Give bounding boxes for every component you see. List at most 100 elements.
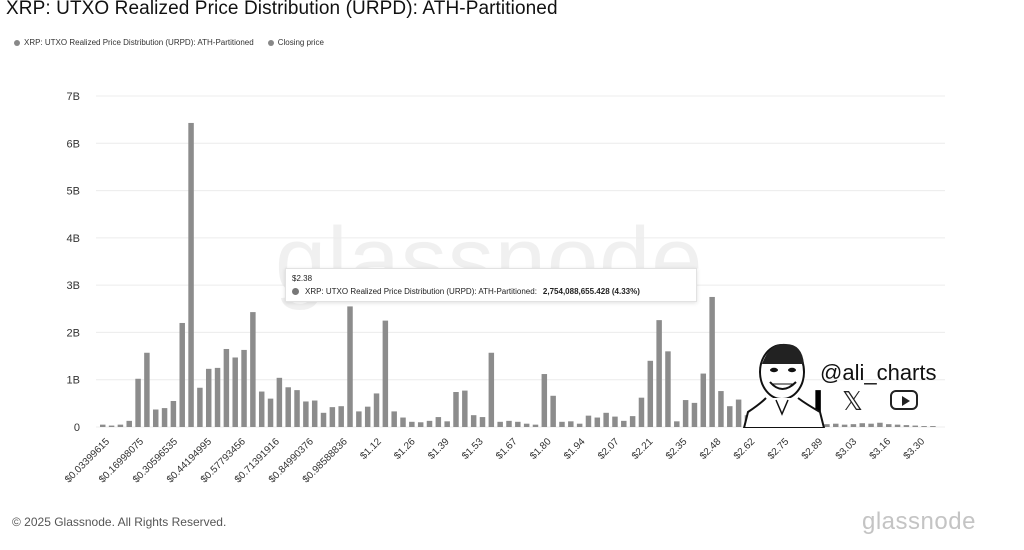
- bar[interactable]: [444, 421, 450, 427]
- bar[interactable]: [250, 312, 256, 427]
- bar[interactable]: [612, 416, 618, 427]
- bar[interactable]: [638, 397, 645, 427]
- bar[interactable]: [347, 306, 353, 427]
- bar[interactable]: [912, 425, 918, 427]
- bar[interactable]: [152, 409, 159, 428]
- x-tick-label: $2.35: [664, 436, 690, 462]
- bar[interactable]: [294, 390, 300, 427]
- bar[interactable]: [541, 374, 548, 427]
- x-tick-label: $1.12: [358, 436, 384, 462]
- bar[interactable]: [100, 424, 106, 427]
- bar[interactable]: [214, 367, 221, 427]
- bar[interactable]: [364, 406, 371, 427]
- bar[interactable]: [850, 424, 857, 427]
- bar[interactable]: [126, 420, 132, 427]
- bar[interactable]: [258, 391, 265, 427]
- bar[interactable]: [841, 424, 848, 427]
- bar[interactable]: [435, 417, 442, 427]
- x-tick-label: $1.67: [494, 436, 520, 462]
- bar[interactable]: [426, 420, 433, 427]
- bar[interactable]: [497, 421, 503, 427]
- bar[interactable]: [559, 421, 565, 427]
- bar[interactable]: [700, 373, 707, 427]
- bar[interactable]: [886, 424, 892, 427]
- bar[interactable]: [629, 416, 636, 427]
- x-axis: $0.03399615$0.16998075$0.30596535$0.4419…: [63, 436, 927, 485]
- x-tick-label: $2.75: [766, 436, 792, 462]
- bar[interactable]: [320, 412, 327, 427]
- bar[interactable]: [506, 420, 512, 427]
- bar[interactable]: [682, 400, 689, 427]
- bar[interactable]: [232, 357, 238, 427]
- bar[interactable]: [523, 423, 530, 427]
- bar[interactable]: [108, 425, 115, 427]
- bar[interactable]: [603, 412, 609, 427]
- bar[interactable]: [188, 122, 194, 427]
- bar[interactable]: [515, 421, 521, 427]
- bar[interactable]: [329, 407, 336, 427]
- bar[interactable]: [453, 392, 459, 427]
- x-tick-label: $2.48: [698, 436, 724, 462]
- bar[interactable]: [144, 352, 150, 427]
- bar[interactable]: [647, 360, 654, 427]
- bar[interactable]: [532, 424, 539, 427]
- bar[interactable]: [568, 421, 574, 427]
- bar[interactable]: [391, 411, 397, 427]
- bar[interactable]: [621, 420, 627, 427]
- x-logo-icon[interactable]: 𝕏: [842, 386, 863, 416]
- bar[interactable]: [735, 399, 742, 427]
- bar[interactable]: [135, 378, 141, 427]
- bar[interactable]: [859, 423, 865, 427]
- bar[interactable]: [161, 408, 168, 427]
- bar[interactable]: [417, 422, 424, 427]
- bar[interactable]: [877, 422, 883, 427]
- bar[interactable]: [276, 377, 283, 427]
- legend-item-urpd[interactable]: XRP: UTXO Realized Price Distribution (U…: [14, 38, 254, 47]
- bar[interactable]: [594, 417, 601, 427]
- y-tick-label: 1B: [67, 375, 80, 387]
- youtube-play-icon[interactable]: [890, 390, 918, 410]
- avatar-caricature-icon: [742, 343, 826, 428]
- bar[interactable]: [550, 395, 556, 427]
- bar[interactable]: [462, 390, 468, 427]
- legend-item-closing[interactable]: Closing price: [267, 38, 324, 47]
- bar[interactable]: [373, 393, 380, 427]
- bar[interactable]: [930, 426, 936, 427]
- bar[interactable]: [488, 352, 495, 427]
- bar[interactable]: [727, 406, 733, 427]
- bar[interactable]: [338, 406, 344, 427]
- bar[interactable]: [400, 417, 406, 427]
- bar[interactable]: [223, 348, 230, 427]
- bar[interactable]: [117, 424, 124, 427]
- bar[interactable]: [197, 387, 203, 427]
- bar[interactable]: [894, 424, 901, 427]
- bar[interactable]: [382, 320, 389, 427]
- bar[interactable]: [311, 400, 318, 427]
- bar[interactable]: [285, 387, 291, 427]
- bar[interactable]: [665, 351, 671, 427]
- bar[interactable]: [585, 415, 592, 427]
- bar[interactable]: [179, 322, 185, 427]
- bar[interactable]: [576, 423, 583, 427]
- bar[interactable]: [470, 415, 477, 427]
- bar[interactable]: [674, 421, 680, 427]
- bar[interactable]: [170, 400, 177, 427]
- bar[interactable]: [479, 417, 486, 427]
- bar[interactable]: [868, 423, 874, 427]
- bar[interactable]: [303, 401, 309, 427]
- y-tick-label: 6B: [67, 138, 80, 150]
- bar[interactable]: [824, 424, 830, 427]
- bar[interactable]: [815, 390, 821, 427]
- bar[interactable]: [903, 425, 910, 427]
- bar[interactable]: [241, 349, 247, 427]
- bar[interactable]: [718, 391, 724, 427]
- bar[interactable]: [656, 320, 662, 427]
- bar[interactable]: [921, 426, 927, 427]
- bar[interactable]: [267, 398, 274, 427]
- bar[interactable]: [691, 402, 698, 427]
- bar[interactable]: [833, 423, 839, 427]
- bar[interactable]: [409, 421, 415, 427]
- bar[interactable]: [709, 296, 715, 427]
- bar[interactable]: [205, 368, 212, 427]
- bar[interactable]: [356, 411, 362, 427]
